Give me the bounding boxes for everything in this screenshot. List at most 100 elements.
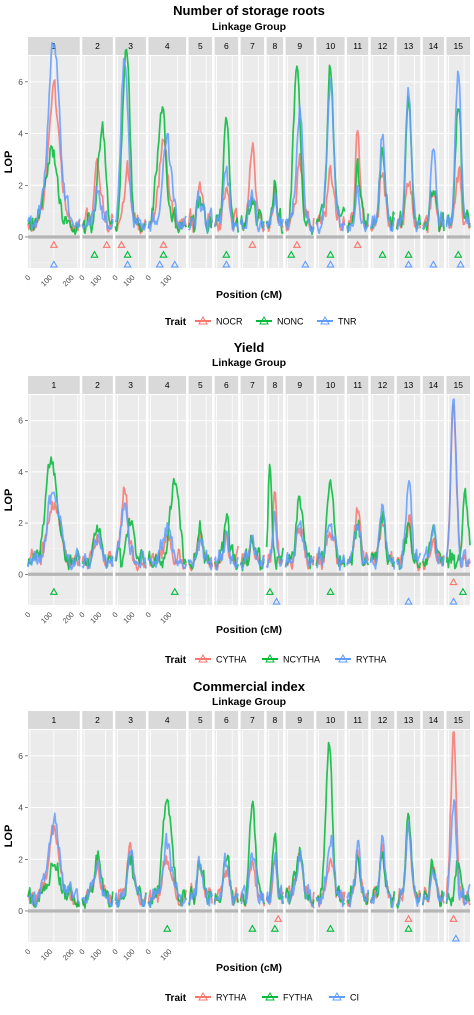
facet-label: 11 <box>353 715 362 725</box>
series-line-ncytha-lg8 <box>265 463 284 570</box>
facet-label: 3 <box>128 380 133 390</box>
facet-label: 7 <box>250 715 255 725</box>
qtl-marker-tnr <box>429 260 438 268</box>
facet-label: 9 <box>297 380 302 390</box>
qtl-marker-rytha <box>272 597 281 605</box>
legend-key-marker <box>320 315 330 325</box>
y-tick-label: 4 <box>18 467 23 477</box>
marker-rug <box>316 572 345 576</box>
series-line-ci-lg11 <box>346 839 370 908</box>
legend-key-marker <box>265 991 275 1001</box>
x-tick-label: 100 <box>88 947 103 962</box>
qtl-marker-rytha <box>449 914 458 922</box>
marker-rug <box>82 572 113 576</box>
series-line-ci-lg6 <box>213 852 239 906</box>
series-line-tnr-lg1 <box>27 41 81 230</box>
qtl-marker-nonc <box>404 250 413 258</box>
series-line-nonc-lg3 <box>114 48 147 233</box>
y-tick-label: 6 <box>18 416 23 426</box>
facet-label: 14 <box>429 715 439 725</box>
facet-strip <box>285 711 314 729</box>
qtl-marker-nonc <box>159 250 168 258</box>
marker-rug <box>240 909 265 913</box>
marker-rug <box>148 235 187 239</box>
series-line-rytha-lg13 <box>395 479 422 570</box>
series-line-rytha-lg11 <box>346 524 369 566</box>
facet-strip <box>370 376 395 394</box>
facet-panel-1: 10 100 200 <box>23 37 81 288</box>
x-tick-label: 0 <box>23 273 32 282</box>
chart-subtitle: Linkage Group <box>212 696 286 708</box>
x-tick-label: 0 <box>23 947 32 956</box>
facet-strip <box>347 37 369 55</box>
facet-panel-2: 2 0 100 <box>77 376 114 625</box>
facet-panel-9: 9 <box>284 37 315 268</box>
x-tick-label: 0 <box>144 947 153 956</box>
x-tick-label: 100 <box>88 273 103 288</box>
facet-strip <box>446 376 470 394</box>
facet-panel-13: 13 <box>395 37 422 268</box>
facet-strip <box>446 37 470 55</box>
series-line-rytha-lg9 <box>284 520 315 568</box>
series-line-tnr-lg13 <box>396 86 422 233</box>
facet-label: 6 <box>224 380 229 390</box>
marker-rug <box>285 235 314 239</box>
legend: Trait RYTHA FYTHA CI <box>165 991 359 1004</box>
facet-label: 8 <box>273 41 278 51</box>
marker-rug <box>266 235 284 239</box>
facet-panel-2: 2 0 100 <box>77 711 114 962</box>
facet-panel-15: 15 <box>445 37 471 268</box>
facet-strip <box>422 376 444 394</box>
series-line-tnr-lg11 <box>346 184 370 233</box>
facet-panel-6: 6 <box>213 376 239 605</box>
x-tick-label: 200 <box>61 610 76 625</box>
series-line-ncytha-lg5 <box>187 520 213 570</box>
facet-background <box>285 730 314 942</box>
facet-panel-15: 15 <box>445 711 471 942</box>
series-line-ncytha-lg9 <box>284 495 315 570</box>
facet-strip <box>188 376 213 394</box>
facet-label: 13 <box>404 41 414 51</box>
facet-label: 14 <box>429 380 439 390</box>
x-tick-label: 0 <box>77 947 86 956</box>
facet-strip <box>370 37 395 55</box>
facet-strip <box>316 376 345 394</box>
qtl-marker-tnr <box>456 260 465 268</box>
y-tick-label: 0 <box>18 232 23 242</box>
facet-label: 7 <box>250 41 255 51</box>
x-tick-label: 100 <box>121 273 136 288</box>
series-line-rytha-lg10 <box>316 522 346 571</box>
qtl-marker-nocr <box>353 240 362 248</box>
legend-key-marker <box>198 315 208 325</box>
facet-strip <box>148 376 187 394</box>
facet-background <box>115 730 146 942</box>
facet-strip <box>316 37 345 55</box>
facet-panel-8: 8 <box>265 711 284 942</box>
qtl-marker-nocr <box>49 240 59 248</box>
marker-rug <box>28 235 80 239</box>
series-line-nocr-lg5 <box>187 181 213 234</box>
marker-rug <box>240 235 265 239</box>
x-tick-label: 0 <box>77 273 86 282</box>
x-axis-label: Position (cM) <box>216 289 282 301</box>
chart-subtitle: Linkage Group <box>212 357 286 369</box>
facet-label: 5 <box>198 380 203 390</box>
facet-label: 12 <box>378 715 388 725</box>
x-tick-label: 0 <box>110 273 119 282</box>
qtl-marker-ci <box>451 934 461 942</box>
chart-title: Number of storage roots <box>173 3 325 18</box>
marker-rug <box>214 909 239 913</box>
marker-rug <box>266 909 284 913</box>
qtl-marker-ncytha <box>326 587 335 595</box>
marker-rug <box>188 909 213 913</box>
facet-label: 12 <box>378 380 388 390</box>
marker-rug <box>446 572 470 576</box>
y-tick-label: 2 <box>18 854 23 864</box>
qtl-marker-tnr <box>155 260 164 268</box>
facet-panel-14: 14 <box>421 711 445 942</box>
marker-rug <box>115 909 146 913</box>
legend-label-nonc: NONC <box>277 317 304 327</box>
facet-background <box>115 395 146 605</box>
marker-rug <box>347 235 369 239</box>
